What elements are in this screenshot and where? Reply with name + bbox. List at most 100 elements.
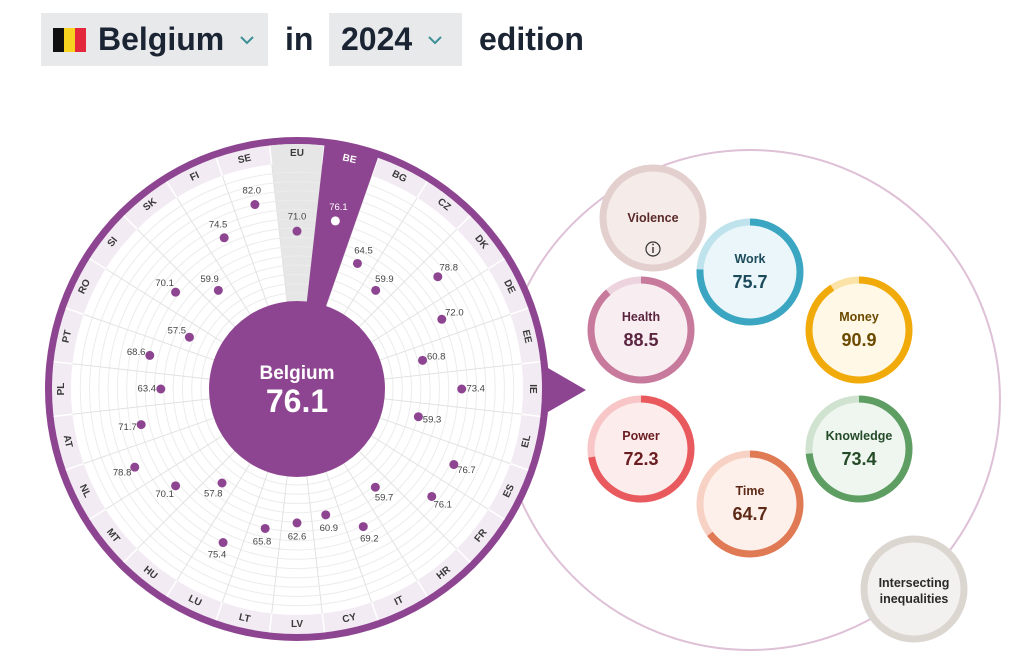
- country-code-label[interactable]: EL: [520, 434, 534, 449]
- polar-grid-spoke: [221, 471, 269, 603]
- country-dot[interactable]: [370, 482, 380, 492]
- country-code-label[interactable]: CY: [341, 612, 357, 626]
- country-dot[interactable]: [292, 226, 302, 236]
- extra-label: Intersecting: [879, 576, 950, 590]
- label-ring-divider: [215, 157, 224, 176]
- country-dot[interactable]: [292, 518, 302, 528]
- country-value-label: 68.6: [127, 347, 146, 358]
- country-code-label[interactable]: LU: [186, 593, 203, 609]
- country-code-label[interactable]: BE: [341, 152, 357, 166]
- polar-grid-spoke: [136, 450, 236, 550]
- domain-fill: [702, 224, 798, 320]
- country-code-label[interactable]: PL: [56, 383, 67, 396]
- country-dot[interactable]: [449, 460, 459, 470]
- polar-grid-spoke: [83, 313, 215, 361]
- country-value-label: 71.7: [118, 422, 137, 433]
- eu-sector: [269, 144, 325, 302]
- year-dropdown[interactable]: 2024: [329, 13, 462, 66]
- country-value-label: 60.9: [320, 523, 339, 534]
- domain-violence[interactable]: Violence: [599, 164, 707, 272]
- polar-grid-spoke: [371, 435, 489, 510]
- polar-grid-spoke: [221, 175, 269, 307]
- country-dot[interactable]: [184, 332, 194, 342]
- polar-grid-spoke: [271, 476, 288, 614]
- country-dot[interactable]: [321, 510, 331, 520]
- domain-score: 75.7: [732, 272, 767, 292]
- country-dot[interactable]: [330, 216, 340, 226]
- domain-fill: [811, 401, 907, 497]
- country-dot[interactable]: [418, 355, 428, 365]
- country-dot[interactable]: [250, 200, 260, 210]
- center-circle: [209, 301, 385, 477]
- country-dot[interactable]: [358, 522, 368, 532]
- country-dot[interactable]: [145, 350, 155, 360]
- country-dropdown[interactable]: Belgium: [41, 13, 268, 66]
- polar-grid-circle: [116, 208, 478, 570]
- country-code-label[interactable]: EU: [290, 148, 304, 159]
- country-dot[interactable]: [260, 523, 270, 533]
- country-code-label[interactable]: AT: [61, 434, 75, 449]
- label-ring-divider: [370, 602, 379, 621]
- country-dot[interactable]: [171, 481, 181, 491]
- domain-name: Health: [622, 310, 660, 324]
- label-ring-divider: [268, 145, 273, 165]
- polar-grid-circle: [126, 218, 468, 560]
- domain-money[interactable]: Money 90.9: [805, 276, 913, 384]
- center-country-name: Belgium: [260, 363, 335, 384]
- country-dot[interactable]: [371, 285, 381, 295]
- polar-grid-spoke: [358, 228, 458, 328]
- selected-country-sector[interactable]: [306, 139, 380, 308]
- country-dot[interactable]: [171, 287, 181, 297]
- domain-knowledge[interactable]: Knowledge 73.4: [805, 395, 913, 503]
- country-code-label[interactable]: PT: [61, 329, 75, 344]
- domain-health[interactable]: Health 88.5: [587, 276, 695, 384]
- country-code-label[interactable]: NL: [77, 483, 93, 500]
- domain-progress-arc: [696, 218, 804, 326]
- label-ring-divider: [89, 258, 107, 270]
- edition-text: edition: [479, 21, 584, 57]
- flag-stripe-black: [53, 27, 64, 52]
- polar-grid-circle: [154, 246, 440, 532]
- polar-grid-spoke: [343, 463, 418, 581]
- info-icon[interactable]: [645, 241, 661, 257]
- country-code-label[interactable]: LT: [238, 612, 252, 625]
- country-dot[interactable]: [213, 285, 223, 295]
- domain-work[interactable]: Work 75.7: [696, 218, 804, 326]
- country-value-label: 57.5: [168, 326, 187, 337]
- polar-grid-circle: [191, 283, 403, 495]
- country-code-label[interactable]: ES: [501, 482, 517, 499]
- domain-fill: [811, 282, 907, 378]
- country-dot[interactable]: [413, 412, 423, 422]
- domain-progress-arc: [805, 395, 913, 503]
- country-code-label[interactable]: LV: [291, 619, 303, 630]
- country-dot[interactable]: [352, 258, 362, 268]
- country-dot[interactable]: [136, 420, 146, 430]
- extra-circle: [860, 535, 968, 643]
- country-code-label[interactable]: SE: [237, 152, 253, 166]
- polar-grid-circle: [98, 190, 496, 588]
- country-dot[interactable]: [457, 384, 467, 394]
- country-dot[interactable]: [219, 233, 229, 243]
- country-dot[interactable]: [437, 314, 447, 324]
- country-dot[interactable]: [433, 272, 443, 282]
- country-dot[interactable]: [156, 384, 166, 394]
- country-code-label[interactable]: IE: [527, 384, 538, 394]
- chevron-down-icon: [428, 35, 442, 44]
- domain-power[interactable]: Power 72.3: [587, 395, 695, 503]
- country-dot[interactable]: [217, 478, 227, 488]
- intersecting-inequalities-button[interactable]: Intersecting inequalities: [860, 535, 968, 643]
- domain-fill: [605, 170, 701, 266]
- country-dot[interactable]: [427, 491, 437, 501]
- country-dot[interactable]: [218, 538, 228, 548]
- polar-grid-spoke: [379, 417, 511, 465]
- country-dot[interactable]: [130, 462, 140, 472]
- domain-time[interactable]: Time 64.7: [696, 450, 804, 558]
- country-code-label[interactable]: EE: [520, 329, 534, 345]
- polar-grid-spoke: [72, 398, 210, 415]
- label-ring-divider: [65, 307, 84, 316]
- domain-score: 72.3: [623, 449, 658, 469]
- label-ring-divider: [521, 360, 541, 365]
- extra-label: inequalities: [880, 592, 949, 606]
- label-ring-divider: [456, 548, 471, 563]
- country-code-label[interactable]: IT: [393, 594, 406, 608]
